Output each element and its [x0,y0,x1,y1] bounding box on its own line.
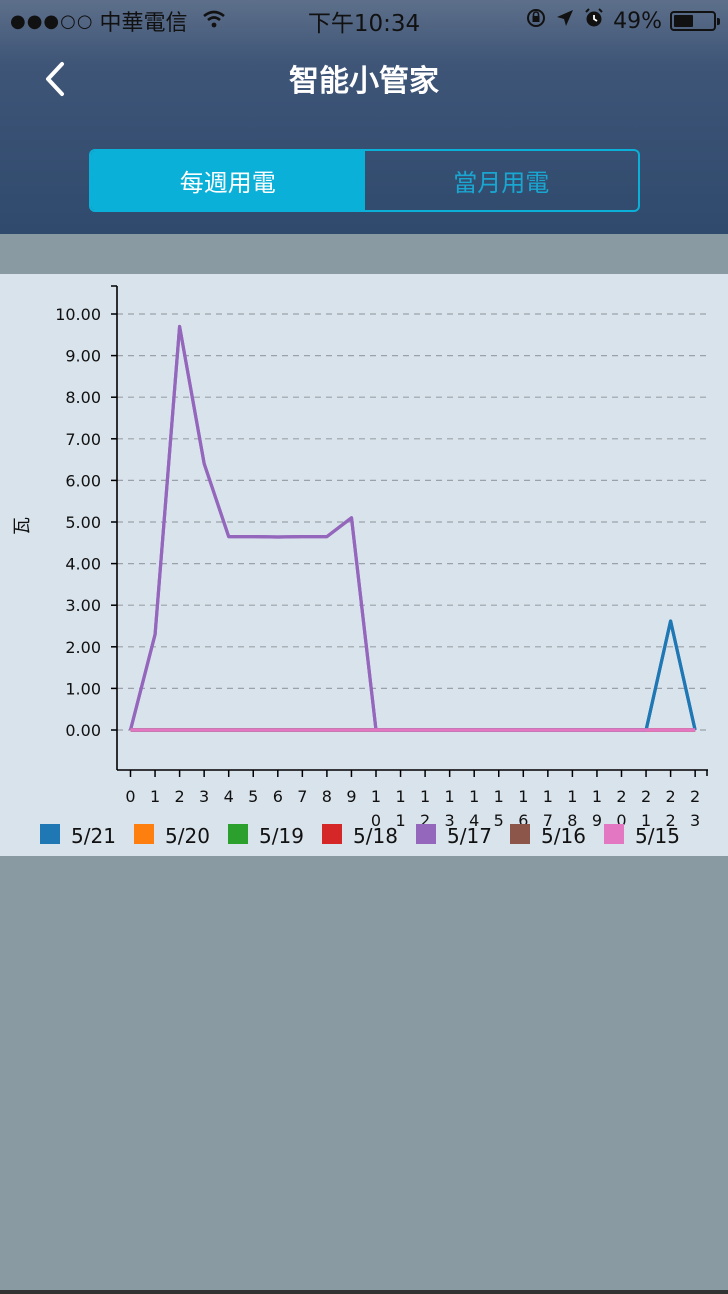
series-line [128,324,696,732]
legend-swatch [134,824,154,844]
chart-panel: 0.00 1.00 2.00 3.00 4.00 5.00 6.00 7.00 8.00 9.00… [0,274,728,856]
legend-swatch [40,824,60,844]
rotation-lock-icon [525,7,547,35]
x-tick-label: 1 [518,787,528,806]
y-tick-label: 7.00 [65,430,101,449]
x-tick-label: 2 [641,787,651,806]
signal-strength: ●●●○○ [10,10,94,32]
bottom-edge [0,1290,728,1294]
x-tick-label: 2 [666,787,676,806]
page-title: 智能小管家 [289,64,439,99]
y-tick-label: 3.00 [65,596,101,615]
app-header: ●●●○○ 中華電信 下午10:34 49% 智能小管家 每週用電 當月 [0,0,728,234]
location-arrow-icon [555,8,575,34]
carrier-name: 中華電信 [99,11,188,36]
x-tick-label: 4 [469,811,479,830]
x-tick-label: 1 [371,787,381,806]
battery-percent: 49% [613,8,662,34]
series-line [130,619,697,732]
alarm-clock-icon [583,7,605,35]
legend-label: 5/16 [541,824,586,848]
x-tick-label: 2 [420,811,430,830]
x-tick-label: 0 [371,811,381,830]
x-tick-label: 9 [592,811,602,830]
x-tick-label: 0 [125,787,135,806]
legend-label: 5/17 [447,824,492,848]
x-tick-label: 1 [543,787,553,806]
x-tick-label: 2 [616,787,626,806]
x-tick-label: 5 [248,787,258,806]
x-tick-label: 1 [395,787,405,806]
y-tick-label: 6.00 [65,471,101,490]
y-tick-label: 1.00 [65,679,101,698]
y-tick-label: 2.00 [65,638,101,657]
x-tick-label: 0 [616,811,626,830]
x-tick-label: 3 [445,811,455,830]
x-tick-label: 5 [494,811,504,830]
x-tick-label: 1 [445,787,455,806]
period-segmented-control: 每週用電 當月用電 [89,149,640,212]
x-tick-label: 8 [567,811,577,830]
x-tick-label: 9 [346,787,356,806]
x-tick-label: 3 [199,787,209,806]
wifi-icon [202,9,226,34]
status-bar-right: 49% [525,6,720,36]
y-tick-label: 4.00 [65,555,101,574]
legend-label: 5/15 [635,824,680,848]
x-tick-label: 1 [469,787,479,806]
tab-weekly-usage[interactable]: 每週用電 [91,151,365,210]
battery-level [674,15,693,27]
x-tick-label: 7 [297,787,307,806]
series-line [130,619,697,732]
y-tick-label: 0.00 [65,721,101,740]
status-bar-left: ●●●○○ 中華電信 [10,6,226,36]
legend-label: 5/19 [259,824,304,848]
x-tick-label: 6 [273,787,283,806]
x-tick-label: 1 [420,787,430,806]
x-tick-label: 8 [322,787,332,806]
back-button[interactable] [38,58,78,102]
status-time: 下午10:34 [307,11,421,37]
x-tick-label: 1 [641,811,651,830]
x-tick-label: 1 [395,811,405,830]
y-tick-label: 8.00 [65,388,101,407]
usage-line-chart: 0.00 1.00 2.00 3.00 4.00 5.00 6.00 7.00 8.00 9.00… [12,285,708,848]
legend-label: 5/21 [71,824,116,848]
legend-swatch [604,824,624,844]
y-tick-label: 9.00 [65,347,101,366]
x-tick-label: 2 [690,787,700,806]
x-tick-label: 2 [175,787,185,806]
x-tick-label: 6 [518,811,528,830]
legend-label: 5/20 [165,824,210,848]
legend-swatch [416,824,436,844]
y-tick-label: 10.00 [55,305,101,324]
x-tick-label: 1 [592,787,602,806]
legend-swatch [510,824,530,844]
x-tick-label: 2 [666,811,676,830]
legend-swatch [228,824,248,844]
series-line [128,324,696,732]
x-tick-label: 1 [494,787,504,806]
x-tick-label: 7 [543,811,553,830]
y-tick-label: 5.00 [65,513,101,532]
chevron-left-icon [46,62,64,96]
spacer-band [0,234,728,274]
x-tick-label: 1 [150,787,160,806]
x-tick-label: 3 [690,811,700,830]
tab-monthly-usage[interactable]: 當月用電 [453,169,550,197]
legend-label: 5/18 [353,824,398,848]
battery-icon [670,11,720,31]
y-axis-label: 瓦 [12,517,33,535]
x-tick-label: 1 [567,787,577,806]
x-tick-label: 4 [224,787,234,806]
legend-swatch [322,824,342,844]
